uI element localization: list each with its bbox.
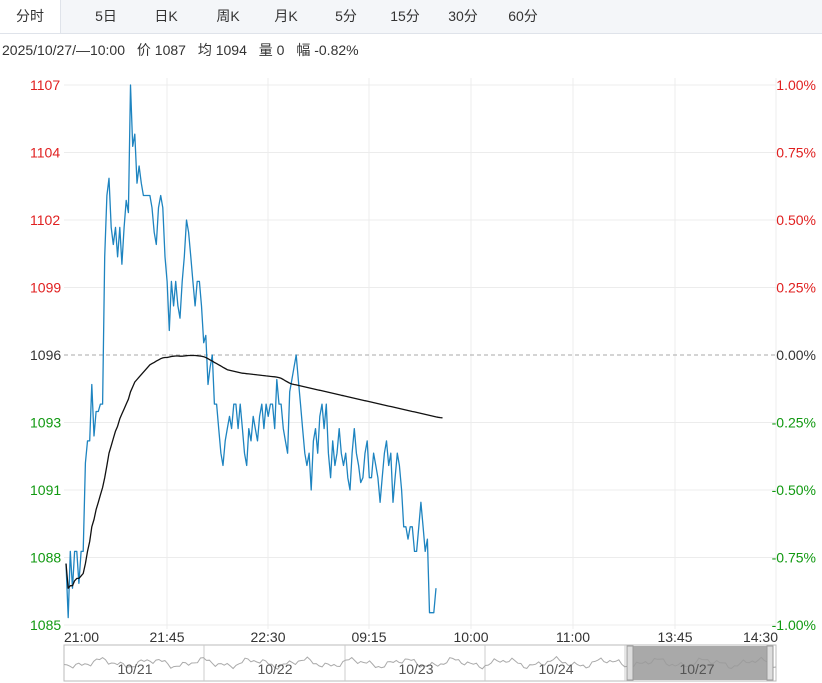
pct-tick-label: -0.75% [772, 550, 816, 566]
tab-monthly-k[interactable]: 月K [274, 8, 298, 24]
y-tick-label: 1102 [30, 212, 60, 228]
pct-tick-label: -1.00% [772, 617, 816, 633]
average-price-line [65, 354, 443, 589]
tab-15min[interactable]: 15分 [390, 8, 420, 24]
tab-60min[interactable]: 60分 [508, 8, 538, 24]
navigator-date-label: 10/24 [538, 661, 573, 677]
y-tick-label: 1088 [30, 550, 61, 566]
time-navigator: 10/21 10/22 10/23 10/24 10/27 [63, 644, 777, 682]
navigator-date-label: 10/23 [398, 661, 433, 677]
navigator-selection-window [632, 646, 768, 680]
y-tick-label: 1091 [30, 482, 61, 498]
info-average: 均 1094 [197, 42, 247, 58]
navigator-left-handle [626, 645, 634, 681]
tab-30min[interactable]: 30分 [448, 8, 478, 24]
tab-intraday[interactable]: 分时 [0, 0, 61, 33]
x-tick-label: 10:00 [453, 629, 488, 645]
x-tick-label: 22:30 [250, 629, 285, 645]
tab-weekly-k[interactable]: 周K [216, 8, 240, 24]
x-tick-label: 09:15 [351, 629, 386, 645]
y-tick-label: 1099 [30, 280, 61, 296]
pct-tick-label: 0.75% [776, 145, 816, 161]
pct-tick-label: -0.50% [772, 482, 816, 498]
y-tick-label: 1093 [30, 415, 61, 431]
y-tick-label: 1104 [30, 145, 60, 161]
info-volume: 量 0 [258, 42, 285, 58]
pct-tick-label: -0.25% [772, 415, 816, 431]
pct-tick-label: 0.00% [776, 347, 816, 363]
x-tick-label: 21:45 [149, 629, 184, 645]
tab-5min[interactable]: 5分 [335, 8, 357, 24]
tab-daily-k[interactable]: 日K [154, 8, 178, 24]
pct-tick-label: 0.25% [776, 280, 816, 296]
navigator-right-handle [766, 645, 774, 681]
y-tick-label: 1085 [30, 617, 61, 633]
tab-5day[interactable]: 5日 [95, 8, 117, 24]
info-change: 幅 -0.82% [296, 42, 359, 58]
navigator-date-label: 10/22 [257, 661, 292, 677]
y-tick-label: 1107 [30, 77, 60, 93]
pct-tick-label: 0.50% [776, 212, 816, 228]
price-line [65, 84, 437, 619]
y-tick-label: 1096 [30, 347, 61, 363]
x-tick-label: 14:30 [743, 629, 778, 645]
quote-info-bar: 2025/10/27/—10:00 价 1087 均 1094 量 0 幅 -0… [2, 38, 367, 62]
pct-tick-label: 1.00% [776, 77, 816, 93]
x-tick-label: 21:00 [64, 629, 99, 645]
x-tick-label: 11:00 [556, 629, 590, 645]
info-time: 2025/10/27/—10:00 [2, 42, 125, 58]
info-price: 价 1087 [136, 42, 186, 58]
navigator-date-label: 10/21 [117, 661, 152, 677]
x-tick-label: 13:45 [657, 629, 692, 645]
period-tabs: 分时 5日 日K 周K 月K 5分 15分 30分 60分 [0, 0, 822, 34]
navigator-date-label: 10/27 [679, 661, 714, 677]
